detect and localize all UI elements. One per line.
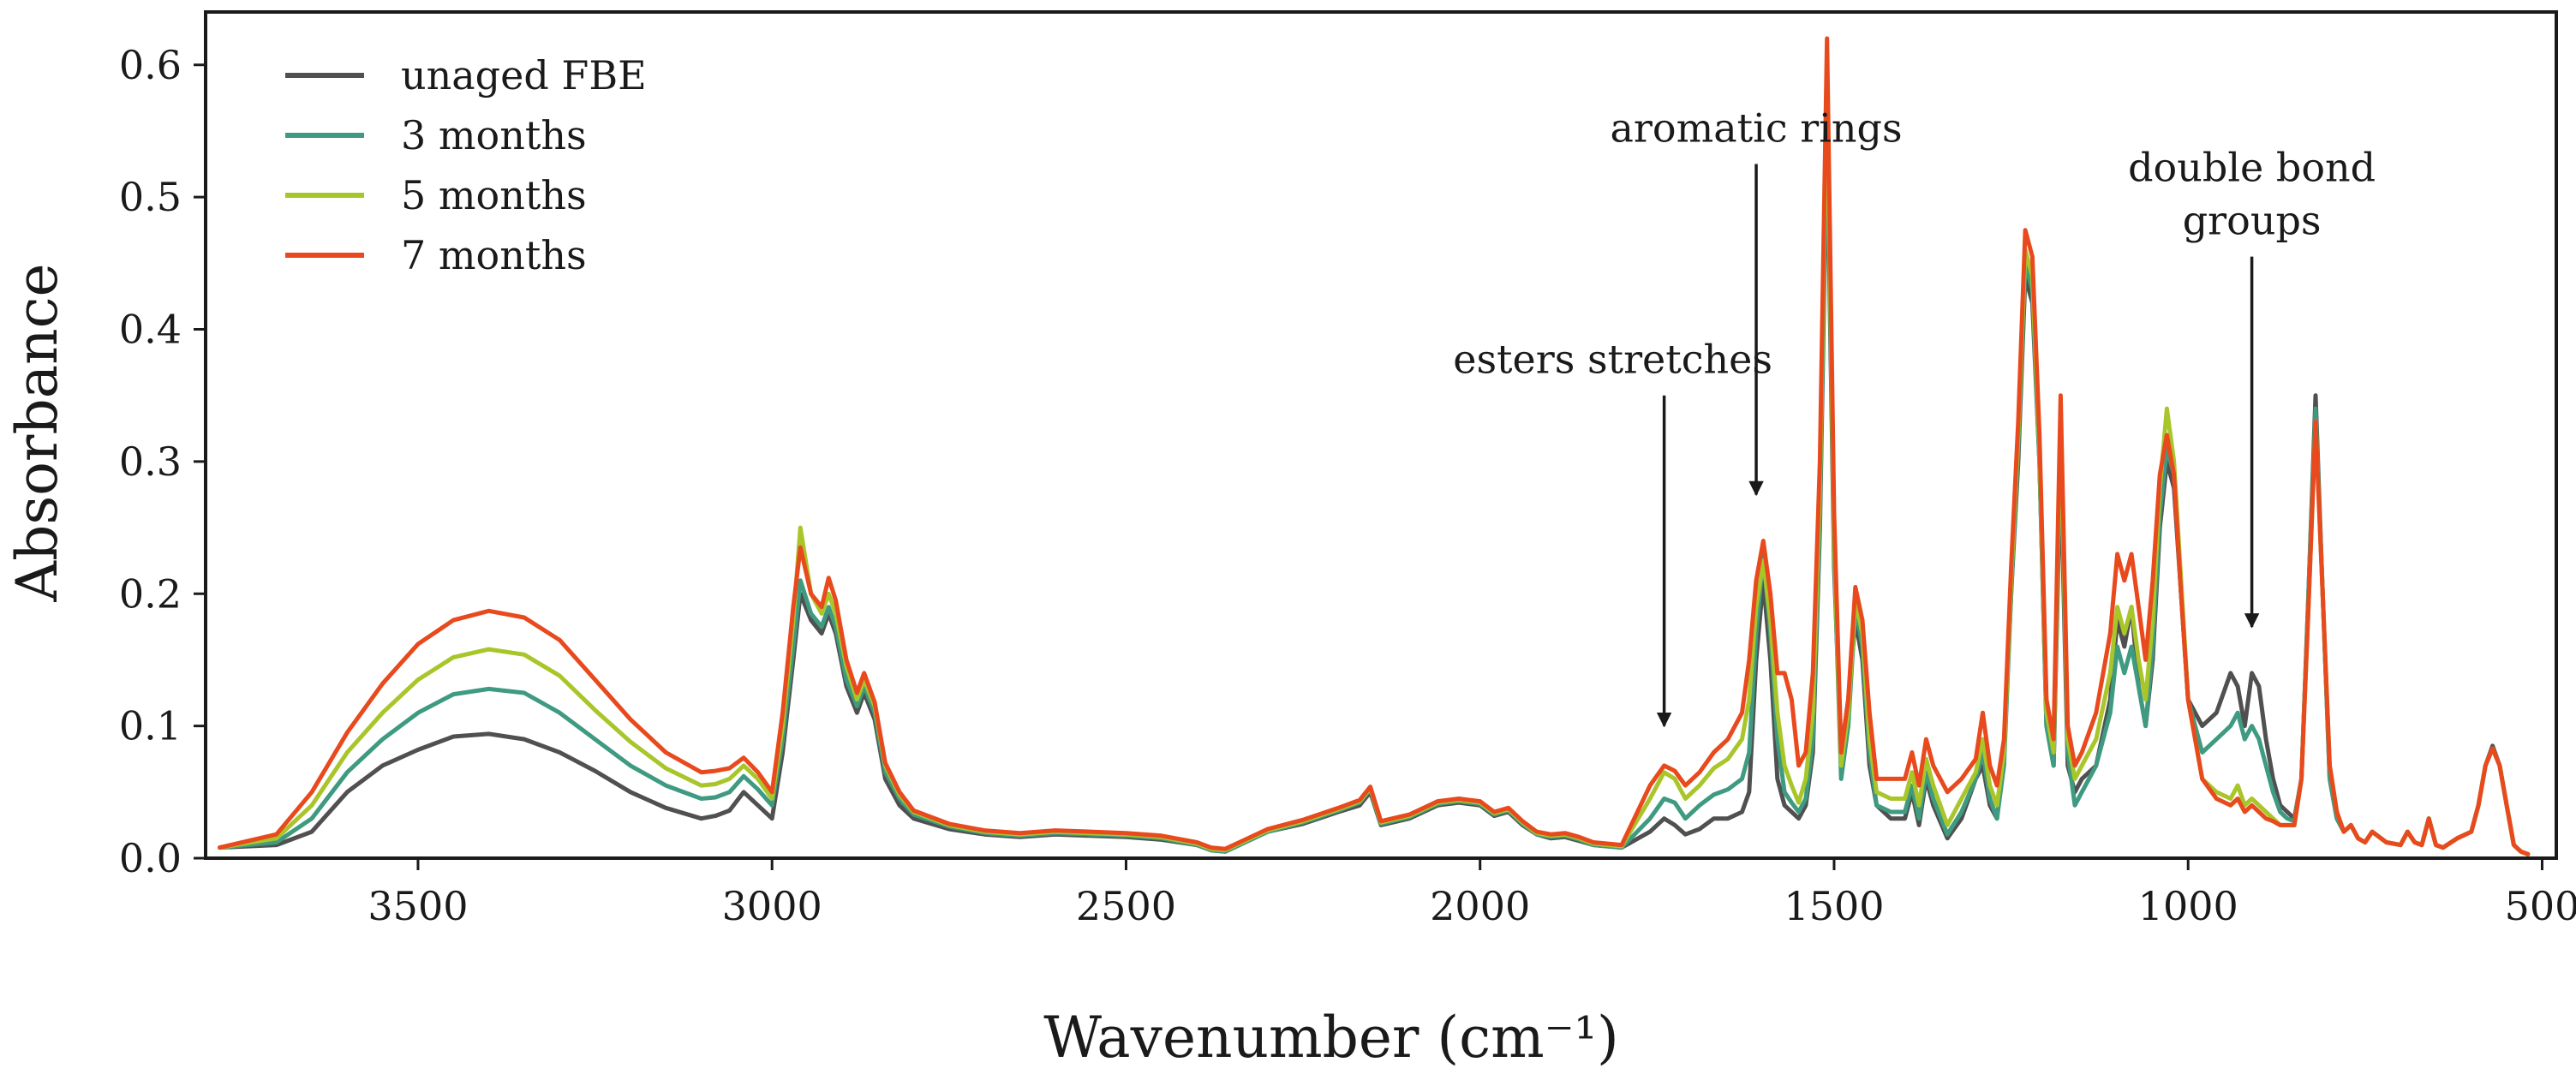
y-tick-label: 0.2 [119, 570, 182, 617]
annotation-label-aromatic: aromatic rings [1610, 105, 1902, 152]
y-tick-label: 0.1 [119, 703, 182, 749]
plot-frame [204, 10, 2558, 860]
legend: unaged FBE 3 months 5 months 7 months [285, 52, 647, 278]
y-tick-label: 0.4 [119, 307, 182, 353]
series-layer [218, 36, 2531, 856]
x-axis-label: Wavenumber (cm⁻¹) [1043, 1005, 1619, 1071]
annotations: esters stretches aromatic rings double bon… [1453, 105, 2376, 728]
x-tick-label: 500 [2505, 883, 2576, 929]
x-tick-label: 3500 [368, 883, 468, 929]
x-tick-label: 3000 [722, 883, 822, 929]
annotation-label-double-bond: groups [2183, 198, 2322, 244]
legend-label: 7 months [401, 232, 587, 278]
x-tick-label: 2500 [1076, 883, 1176, 929]
axis-ticks: 3500 3000 2500 2000 1500 1000 500 0.0 0.1 0.2 0.3 0… [119, 42, 2576, 929]
y-tick-label: 0.5 [119, 174, 182, 220]
y-tick-label: 0.0 [119, 835, 182, 881]
annotation-label-esters: esters stretches [1453, 337, 1772, 383]
y-tick-label: 0.3 [119, 439, 182, 485]
legend-label: 3 months [401, 112, 587, 158]
legend-label: unaged FBE [401, 52, 647, 98]
x-tick-label: 1000 [2138, 883, 2238, 929]
series-line-3 [218, 36, 2531, 856]
x-tick-label: 2000 [1430, 883, 1530, 929]
annotation-label-double-bond: double bond [2128, 145, 2376, 191]
y-axis-label: Absorbance [4, 263, 70, 602]
y-tick-label: 0.6 [119, 42, 182, 88]
x-tick-label: 1500 [1784, 883, 1884, 929]
legend-label: 5 months [401, 172, 587, 218]
